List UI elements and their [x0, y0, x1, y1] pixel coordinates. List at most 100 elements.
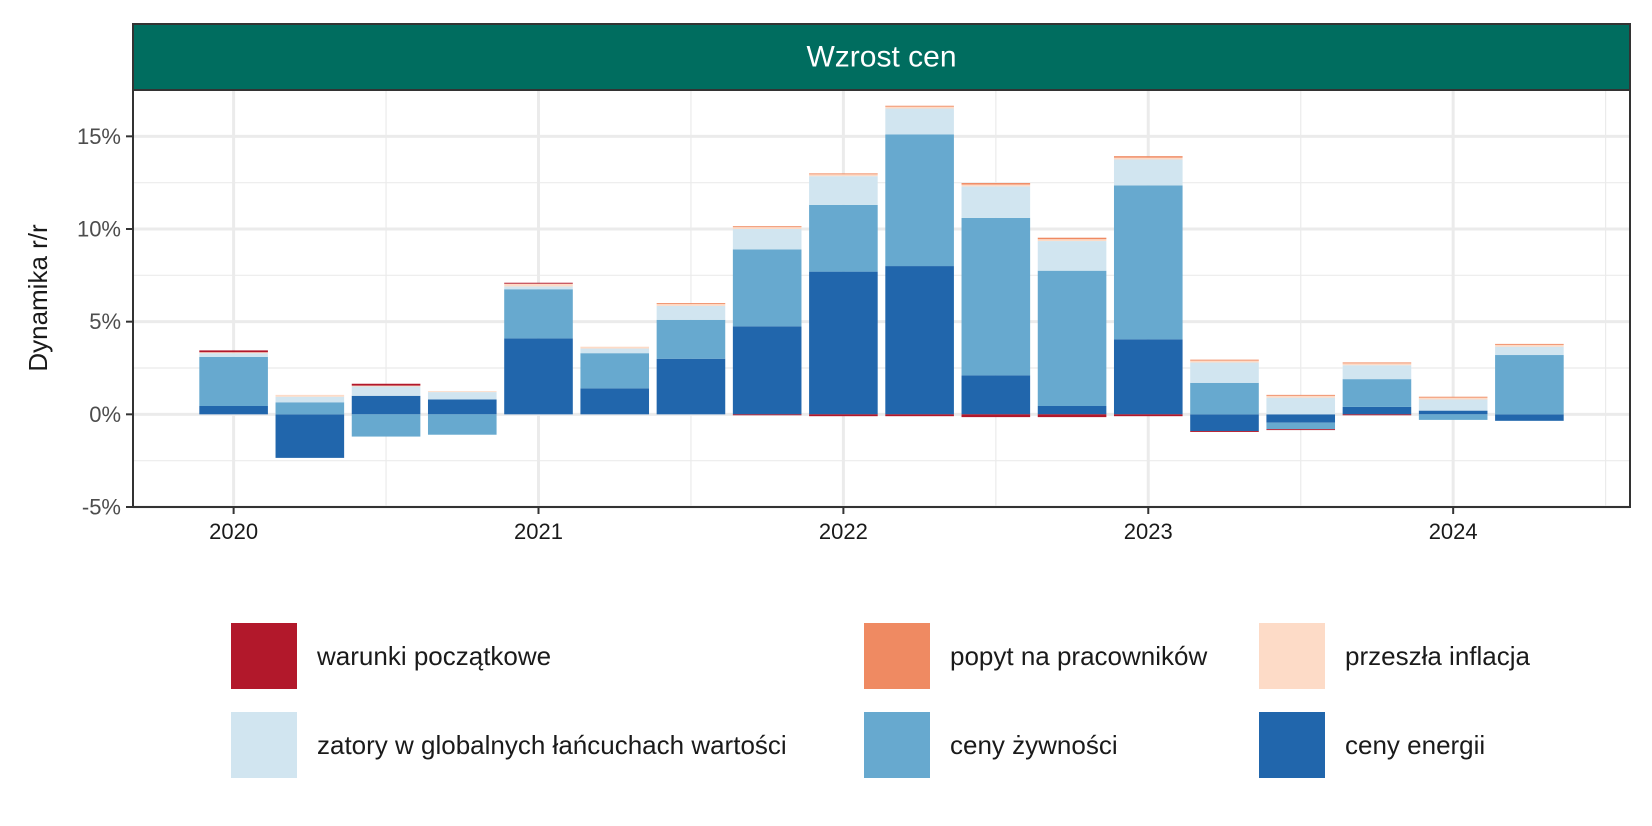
bar-segment [885, 106, 954, 109]
bar-segment [1495, 344, 1564, 347]
bar-segment [885, 266, 954, 415]
bar-segment [199, 350, 268, 353]
bar-segment [275, 414, 345, 458]
bar-segment [732, 249, 802, 327]
bar-segment [732, 226, 802, 228]
bar-segment [1418, 410, 1488, 415]
bar-segment [1342, 379, 1412, 407]
y-tick-label: 0% [89, 402, 121, 427]
bar-segment [1495, 346, 1564, 356]
bar-segment [1113, 157, 1183, 160]
bar-segment [1418, 397, 1488, 400]
bar-segment [885, 105, 954, 107]
bar-segment [961, 186, 1031, 218]
bar-segment [427, 399, 497, 415]
bar-segment [656, 358, 726, 415]
bar-segment [732, 227, 802, 229]
bar-segment [1266, 394, 1336, 396]
x-tick-label: 2021 [514, 519, 563, 544]
bar-segment [1037, 414, 1107, 418]
panel-strip [132, 23, 1631, 91]
bar-segment [1342, 365, 1412, 380]
bar-segment [580, 353, 650, 389]
bar-segment [1266, 395, 1336, 398]
bar-segment [1037, 405, 1107, 415]
bar-segment [1113, 156, 1183, 158]
bar-segment [732, 414, 802, 416]
bar-segment [885, 134, 954, 267]
chart-title: Wzrost cen [806, 41, 956, 74]
bar-segment [275, 394, 345, 397]
bar-segment [351, 386, 421, 396]
bar-segment [732, 229, 802, 250]
bar-segment [504, 282, 573, 284]
bar-segment [351, 385, 421, 387]
bar-segment [275, 396, 345, 403]
bar-segment [504, 289, 573, 339]
bar-segment [580, 348, 650, 354]
bar-segment [1190, 382, 1259, 415]
x-tick-label: 2022 [819, 519, 868, 544]
bar-segment [1418, 414, 1488, 420]
bar-segment [427, 392, 497, 400]
bar-segment [809, 204, 878, 272]
bar-segment [656, 303, 726, 305]
bar-segment [1495, 343, 1564, 345]
bar-segment [961, 183, 1031, 185]
bar-segment [1266, 414, 1336, 423]
bar-segment [1190, 359, 1259, 361]
bar-segment [504, 338, 573, 415]
bar-segment [656, 305, 726, 320]
bar-segment [1113, 414, 1183, 417]
bar-segment [199, 405, 268, 415]
y-tick-label: -5% [82, 495, 121, 520]
bar-segment [275, 402, 345, 415]
bar-segment [427, 414, 497, 435]
y-axis: -5% 0% 5% 10% 15% [77, 124, 133, 520]
bar-segment [809, 173, 878, 175]
bar-segment [504, 283, 573, 287]
plot-border [132, 89, 1631, 508]
bar-segment [199, 356, 268, 406]
bar-segment [885, 108, 954, 135]
bar-segment [1266, 397, 1336, 415]
bar-segment [1266, 429, 1336, 431]
bar-segment [1037, 237, 1107, 240]
bar-segment [1113, 159, 1183, 186]
bar-segment [1037, 241, 1107, 271]
bar-segment [732, 326, 802, 415]
bar-segment [504, 286, 573, 290]
y-axis-label: Dynamika r/r [23, 224, 53, 372]
bar-segment [1113, 185, 1183, 340]
bar-segment [199, 353, 268, 357]
bar-segment [1418, 396, 1488, 398]
bar-segment [1190, 362, 1259, 383]
bar-segment [1037, 239, 1107, 242]
bar-segment [1342, 363, 1412, 366]
bar-segment [809, 174, 878, 177]
bar-segment [961, 375, 1031, 415]
plot-panel [133, 90, 1630, 507]
bar-segment [351, 395, 421, 415]
bar-segment [961, 217, 1031, 376]
bar-segment [1190, 414, 1259, 432]
bar-segment [1037, 270, 1107, 406]
bar-segment [1113, 339, 1183, 415]
bar-segment [885, 414, 954, 417]
bar-segment [351, 383, 421, 386]
x-axis: 2020 2021 2022 2023 2024 [209, 507, 1478, 544]
bars [199, 105, 1564, 458]
bar-segment [809, 271, 878, 415]
bar-segment [1342, 362, 1412, 364]
bar-segment [961, 414, 1031, 418]
bar-segment [580, 346, 650, 349]
x-tick-label: 2023 [1124, 519, 1173, 544]
x-tick-label: 2024 [1429, 519, 1478, 544]
bar-segment [656, 304, 726, 306]
y-tick-label: 15% [77, 124, 121, 149]
bar-segment [1342, 414, 1412, 416]
bar-segment [1190, 360, 1259, 363]
bar-segment [351, 414, 421, 437]
bar-segment [1266, 422, 1336, 430]
